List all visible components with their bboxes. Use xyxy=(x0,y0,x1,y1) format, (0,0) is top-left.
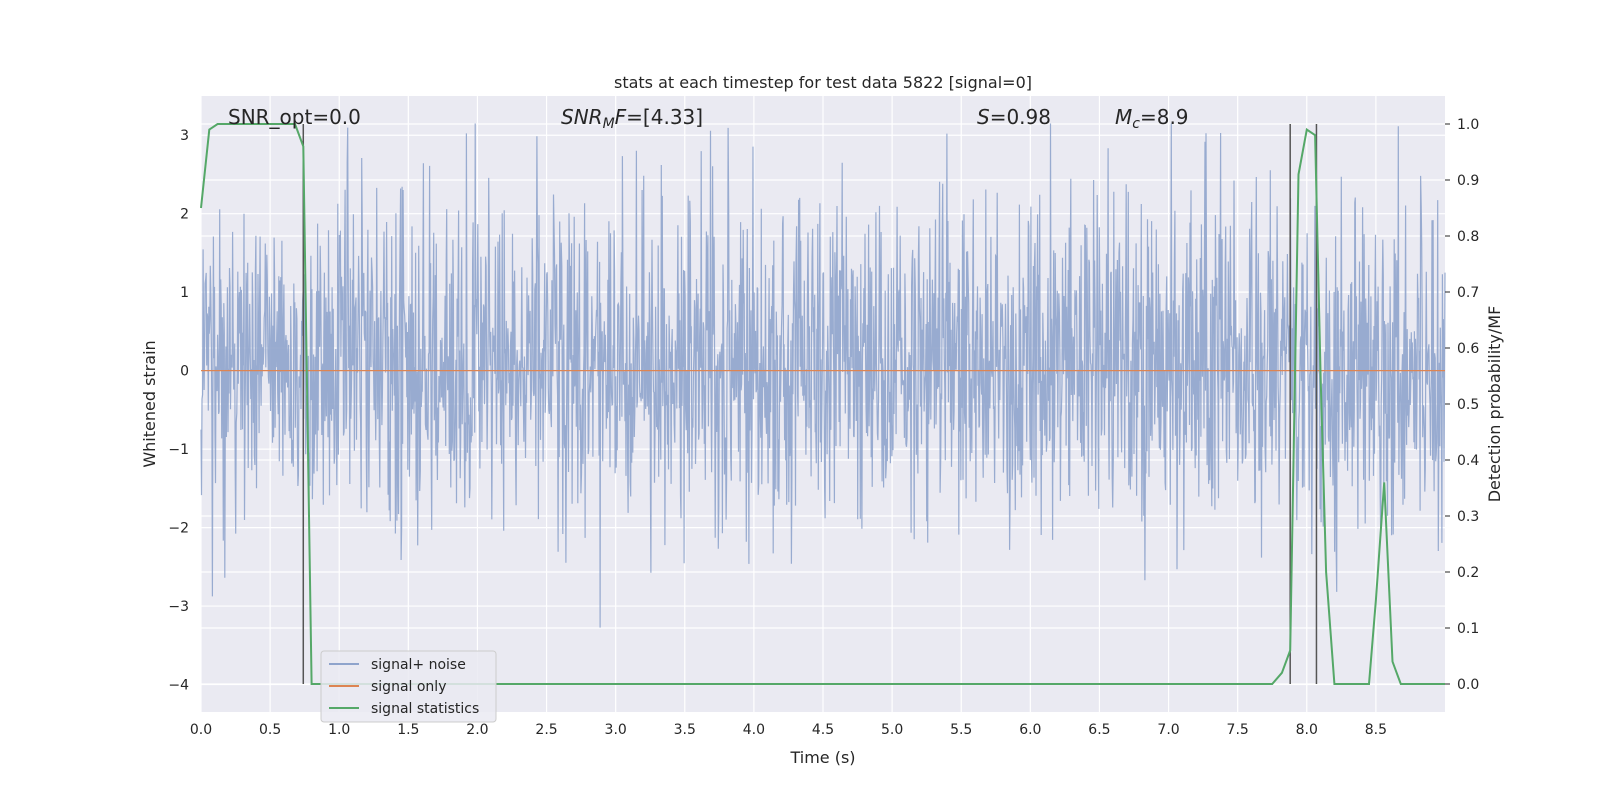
x-tick-label: 1.5 xyxy=(397,722,419,738)
annotation-s: S=0.98 xyxy=(977,105,1051,129)
legend-label-signal-noise: signal+ noise xyxy=(371,657,466,673)
y-right-tick-label: 0.9 xyxy=(1457,173,1479,189)
annotation-mc-value: =8.9 xyxy=(1140,105,1189,129)
y-tick-label: 0 xyxy=(180,364,189,380)
y-right-tick-label: 0.0 xyxy=(1457,677,1479,693)
statistics-line xyxy=(200,123,1445,685)
y-tick-label: −4 xyxy=(168,678,189,694)
x-tick-label: 0.0 xyxy=(190,722,212,738)
x-tick-label: 1.0 xyxy=(328,722,350,738)
annotation-s-symbol: S xyxy=(977,105,990,129)
x-tick-label: 4.5 xyxy=(812,722,834,738)
y-right-tick-label: 0.3 xyxy=(1457,509,1479,525)
y-tick-label: 2 xyxy=(180,207,189,223)
y-right-tick-label: 0.7 xyxy=(1457,285,1479,301)
legend-box xyxy=(320,650,497,723)
x-tick-label: 0.5 xyxy=(259,722,281,738)
series-signal-noise xyxy=(200,123,1446,628)
y-right-tick-label: 0.5 xyxy=(1457,397,1479,413)
y-axis-right-ticks: 1.0 0.9 0.8 0.7 0.6 0.5 0.4 0.3 0.2 0.1 0.0 xyxy=(1445,117,1479,693)
y-tick-label: −2 xyxy=(168,521,189,537)
x-tick-label: 8.0 xyxy=(1296,722,1318,738)
legend-label-signal-only: signal only xyxy=(371,679,446,695)
x-tick-label: 7.0 xyxy=(1157,722,1179,738)
annotation-snr-mf-subscript: M xyxy=(603,116,615,132)
y-right-tick-label: 0.8 xyxy=(1457,229,1479,245)
x-tick-label: 6.5 xyxy=(1088,722,1110,738)
y-right-tick-label: 0.6 xyxy=(1457,341,1479,357)
x-tick-label: 8.5 xyxy=(1365,722,1387,738)
annotation-mc: Mc=8.9 xyxy=(1115,105,1189,132)
x-tick-label: 2.0 xyxy=(466,722,488,738)
x-tick-label: 3.0 xyxy=(605,722,627,738)
x-tick-label: 5.5 xyxy=(950,722,972,738)
y-tick-label: 3 xyxy=(180,128,189,144)
x-tick-label: 7.5 xyxy=(1227,722,1249,738)
y-tick-label: 1 xyxy=(180,285,189,301)
x-tick-label: 3.5 xyxy=(674,722,696,738)
chart-title: stats at each timestep for test data 582… xyxy=(614,73,1032,92)
y-right-tick-label: 0.2 xyxy=(1457,565,1479,581)
y-tick-label: −1 xyxy=(168,442,189,458)
y-right-tick-label: 0.4 xyxy=(1457,453,1479,469)
noise-line xyxy=(200,123,1446,628)
y-right-tick-label: 0.1 xyxy=(1457,621,1479,637)
x-tick-label: 5.0 xyxy=(881,722,903,738)
x-axis-ticks: 0.0 0.5 1.0 1.5 2.0 2.5 3.0 3.5 4.0 4.5 5.0 5.5 6.0 6… xyxy=(190,722,1387,738)
x-tick-label: 6.0 xyxy=(1019,722,1041,738)
y-axis-ticks: 3 2 1 0 −1 −2 −3 −4 xyxy=(168,128,189,693)
legend-label-signal-statistics: signal statistics xyxy=(371,701,479,717)
annotation-snr-mf-value: =[4.33] xyxy=(626,105,703,129)
x-tick-label: 2.5 xyxy=(535,722,557,738)
annotation-snr-opt: SNR_opt=0.0 xyxy=(228,105,361,129)
x-tick-label: 4.0 xyxy=(743,722,765,738)
annotation-mc-subscript: c xyxy=(1132,116,1140,132)
annotation-snr-mf-symbol: SNR xyxy=(561,105,603,129)
annotation-mc-symbol: M xyxy=(1115,105,1132,129)
legend: signal+ noise signal only signal statist… xyxy=(320,650,497,723)
annotation-s-value: =0.98 xyxy=(990,105,1051,129)
y-axis-right-label: Detection probability/MF xyxy=(1485,306,1504,503)
x-axis-label: Time (s) xyxy=(789,748,855,767)
annotation-snr-mf-tail: F xyxy=(615,105,627,129)
y-tick-label: −3 xyxy=(168,599,189,615)
y-right-tick-label: 1.0 xyxy=(1457,117,1479,133)
annotation-snr-mf: SNRMF=[4.33] xyxy=(561,105,703,132)
series-signal-statistics xyxy=(200,123,1445,685)
y-axis-label: Whitened strain xyxy=(140,340,159,467)
